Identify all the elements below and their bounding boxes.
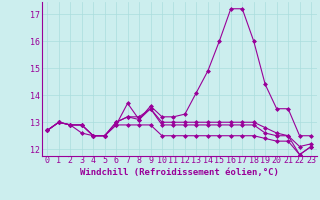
X-axis label: Windchill (Refroidissement éolien,°C): Windchill (Refroidissement éolien,°C)	[80, 168, 279, 177]
